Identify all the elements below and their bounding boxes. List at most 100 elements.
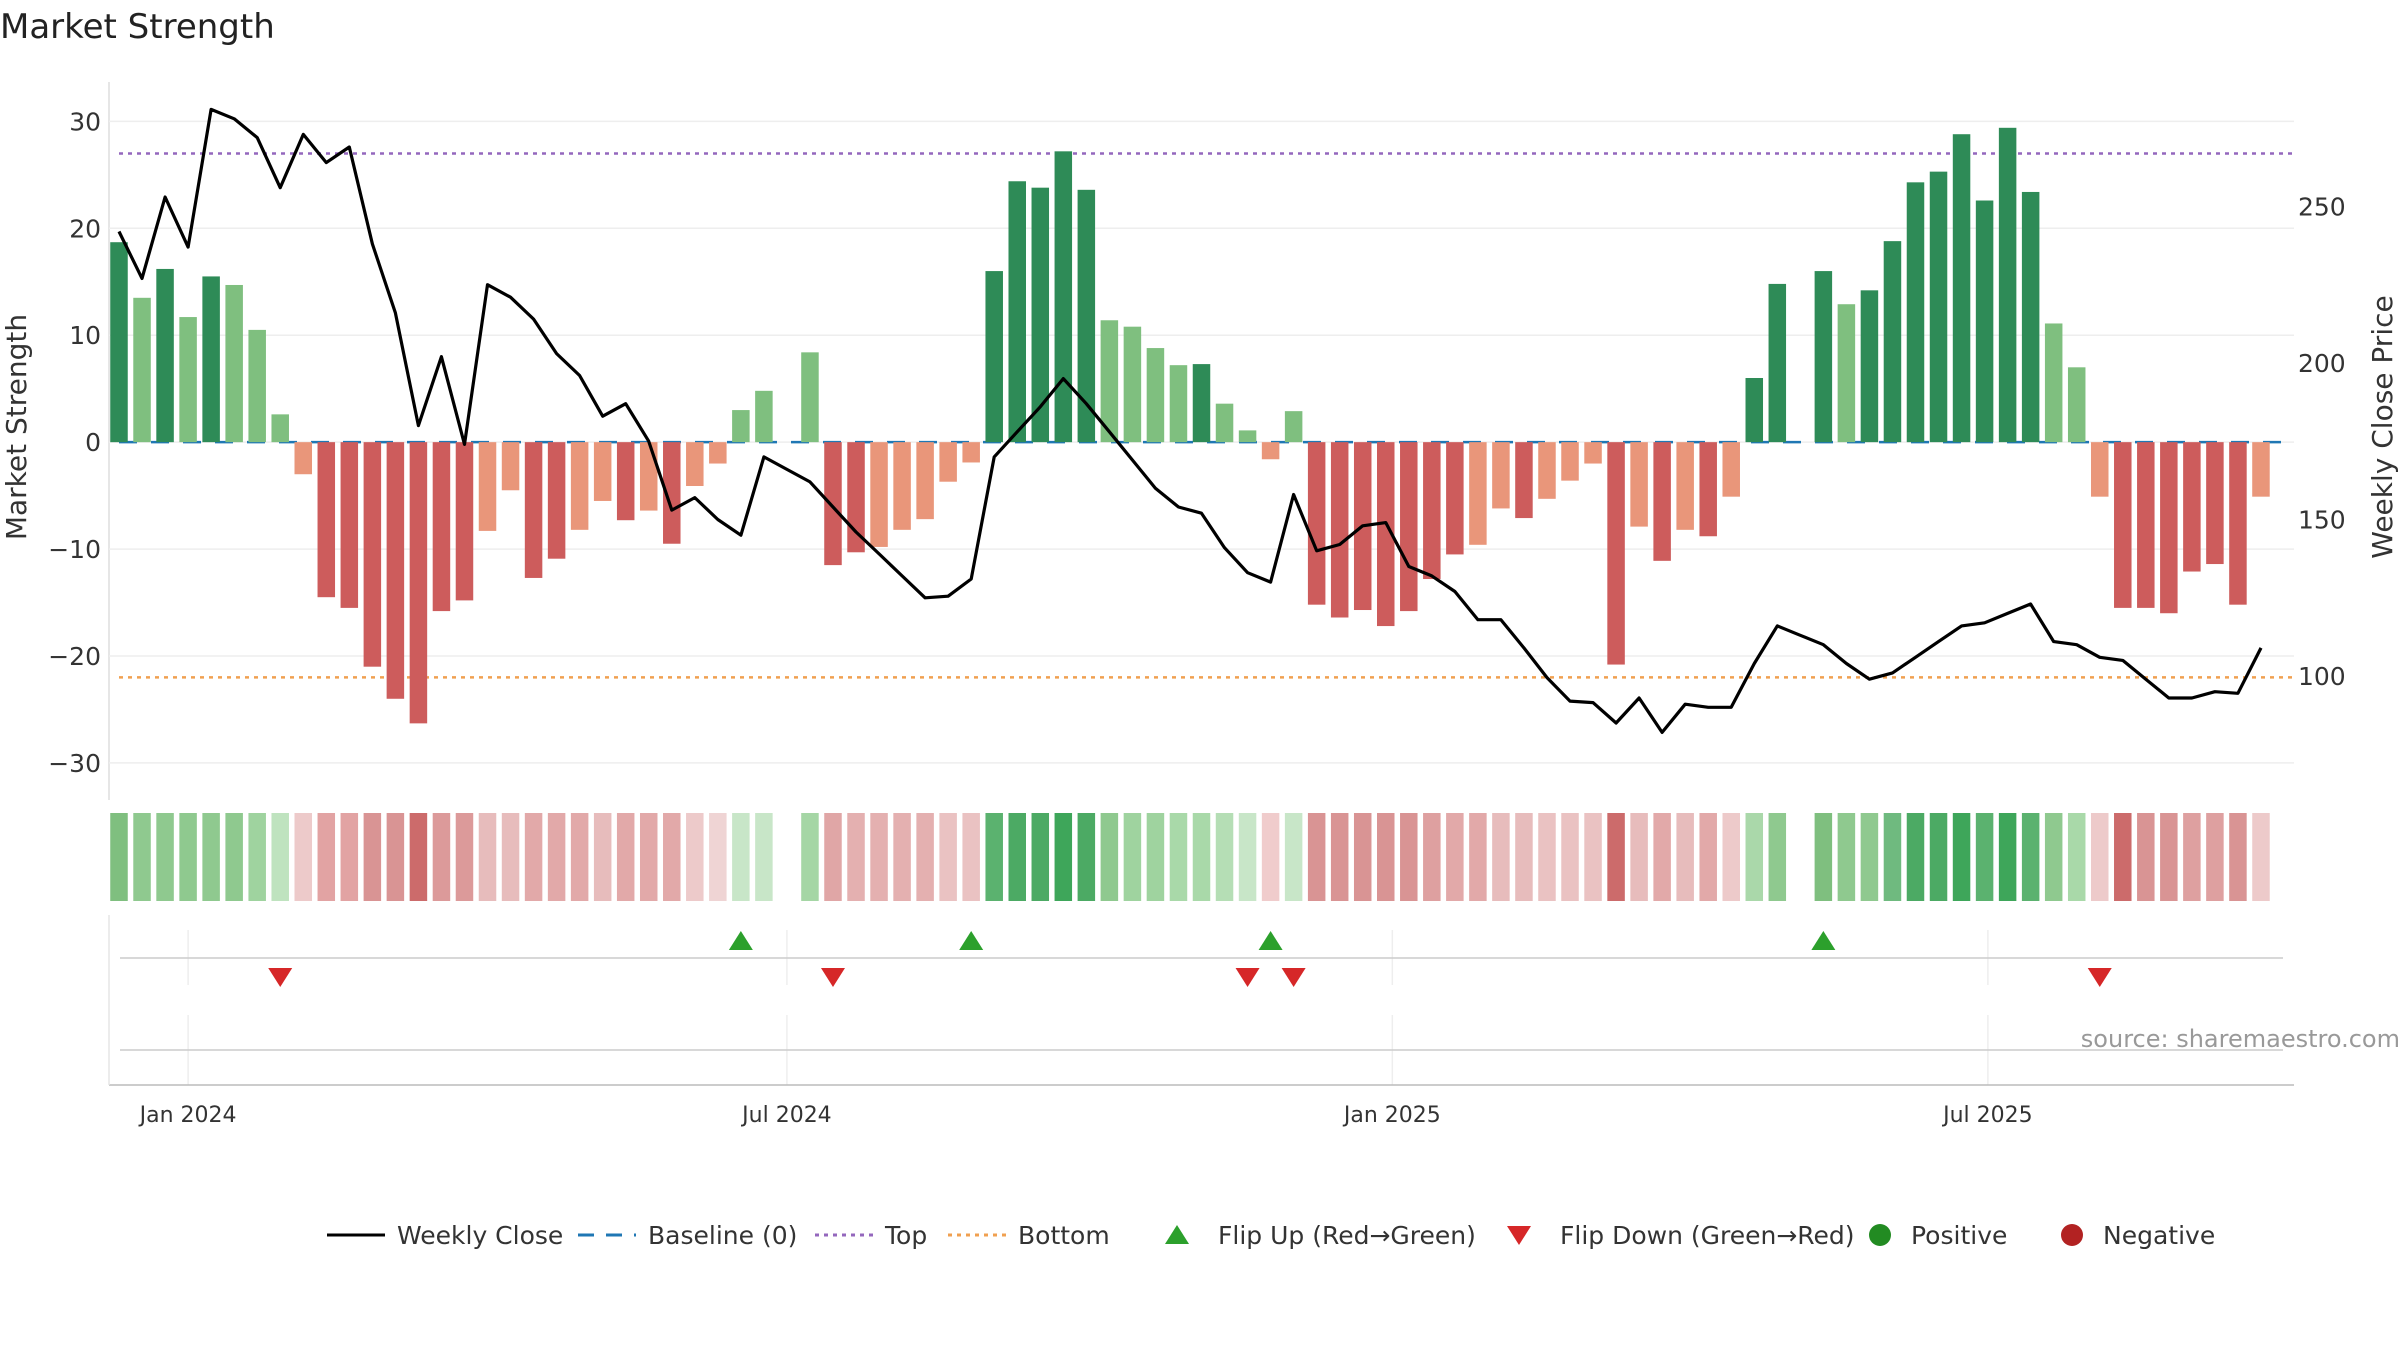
strength-bar bbox=[593, 442, 612, 501]
x-tick-label: Jul 2025 bbox=[1941, 1103, 2033, 1128]
strip-cell bbox=[202, 813, 220, 901]
strip-cell bbox=[1745, 813, 1764, 901]
y2-axis-label: Weekly Close Price bbox=[2366, 295, 2399, 558]
strength-bar bbox=[1469, 442, 1487, 545]
y-axis-right: 250 200 150 100 bbox=[2298, 192, 2346, 691]
strength-bar bbox=[824, 442, 842, 566]
strength-color-strip bbox=[110, 813, 2270, 901]
legend-label: Positive bbox=[1911, 1221, 2007, 1250]
strength-bar bbox=[616, 442, 635, 521]
legend-item-bottom: Bottom bbox=[948, 1221, 1110, 1250]
strip-cell bbox=[386, 813, 405, 901]
strength-bar bbox=[639, 442, 658, 511]
strip-cell bbox=[317, 813, 336, 901]
source-note: source: sharemaestro.com bbox=[2081, 1025, 2400, 1053]
strip-cell bbox=[294, 813, 313, 901]
strength-bar bbox=[2252, 442, 2270, 497]
strength-bar bbox=[2114, 442, 2132, 608]
flip-down-marker bbox=[1235, 968, 1260, 987]
strip-cell bbox=[570, 813, 589, 901]
strength-bar bbox=[1676, 442, 1694, 530]
strength-bar bbox=[1745, 378, 1764, 443]
flip-markers bbox=[268, 931, 2112, 987]
strip-cell bbox=[1192, 813, 1211, 901]
strength-bar bbox=[478, 442, 497, 531]
y-tick-label: −20 bbox=[48, 642, 101, 671]
strength-bar bbox=[1929, 171, 1948, 443]
strength-bar bbox=[709, 442, 727, 464]
strength-bar bbox=[2160, 442, 2178, 614]
lower-panels bbox=[108, 915, 2294, 1086]
strength-bar bbox=[1100, 320, 1119, 443]
strength-bar bbox=[501, 442, 520, 491]
strength-bar bbox=[547, 442, 566, 559]
strip-cell bbox=[1423, 813, 1441, 901]
legend-item-negative: Negative bbox=[2061, 1221, 2215, 1250]
strength-bar bbox=[1952, 134, 1971, 443]
strength-bar bbox=[1261, 442, 1280, 460]
legend-label: Weekly Close bbox=[397, 1221, 563, 1250]
strip-cell bbox=[893, 813, 911, 901]
strip-cell bbox=[432, 813, 451, 901]
legend-label: Bottom bbox=[1018, 1221, 1110, 1250]
strip-cell bbox=[732, 813, 750, 901]
strength-bar bbox=[1653, 442, 1671, 561]
strength-bar bbox=[271, 414, 289, 443]
strength-bar bbox=[1307, 442, 1326, 605]
flip-down-marker bbox=[268, 968, 293, 987]
y-tick-label: 20 bbox=[69, 214, 101, 243]
strip-cell bbox=[939, 813, 957, 901]
strip-cell bbox=[709, 813, 727, 901]
strip-cell bbox=[2160, 813, 2178, 901]
strip-cell bbox=[2114, 813, 2132, 901]
strip-cell bbox=[2206, 813, 2224, 901]
strength-bar bbox=[1330, 442, 1349, 618]
strip-cell bbox=[1353, 813, 1372, 901]
y-axis-label: Market Strength bbox=[0, 314, 33, 540]
strength-bar bbox=[1492, 442, 1510, 509]
strength-bar bbox=[1561, 442, 1579, 481]
strip-cell bbox=[962, 813, 980, 901]
strip-cell bbox=[1699, 813, 1717, 901]
strength-bar bbox=[1998, 127, 2017, 443]
strip-cell bbox=[985, 813, 1003, 901]
strength-bar bbox=[1423, 442, 1441, 580]
strip-cell bbox=[801, 813, 819, 901]
strip-cell bbox=[847, 813, 865, 901]
strip-cell bbox=[547, 813, 566, 901]
strength-bar bbox=[317, 442, 336, 598]
strip-cell bbox=[1215, 813, 1234, 901]
strength-bar bbox=[1146, 348, 1165, 443]
strength-bar bbox=[1123, 326, 1142, 443]
strength-bar bbox=[202, 276, 220, 443]
strip-cell bbox=[2183, 813, 2201, 901]
legend-item-top: Top bbox=[815, 1221, 927, 1250]
legend-label: Flip Down (Green→Red) bbox=[1560, 1221, 1855, 1250]
strip-cell bbox=[1906, 813, 1925, 901]
strip-cell bbox=[1515, 813, 1533, 901]
strip-cell bbox=[1860, 813, 1879, 901]
strip-cell bbox=[870, 813, 888, 901]
strength-bar bbox=[1630, 442, 1648, 527]
legend-label: Top bbox=[884, 1221, 927, 1250]
strength-bar bbox=[1768, 283, 1787, 443]
strip-cell bbox=[1653, 813, 1671, 901]
legend-item-close: Weekly Close bbox=[327, 1221, 563, 1250]
strip-cell bbox=[663, 813, 681, 901]
strip-cell bbox=[455, 813, 474, 901]
strength-bar bbox=[1077, 189, 1096, 443]
y2-tick-label: 200 bbox=[2298, 349, 2346, 378]
strength-bar bbox=[755, 390, 773, 443]
strength-bar bbox=[916, 442, 934, 520]
strength-bar bbox=[1814, 271, 1833, 443]
strip-cell bbox=[2137, 813, 2155, 901]
strength-bar bbox=[2021, 191, 2040, 443]
strength-bar bbox=[1883, 241, 1902, 443]
strength-bar bbox=[663, 442, 681, 544]
strip-cell bbox=[1676, 813, 1694, 901]
strip-cell bbox=[225, 813, 243, 901]
strip-cell bbox=[2021, 813, 2040, 901]
strip-cell bbox=[248, 813, 266, 901]
x-tick-label: Jan 2025 bbox=[1342, 1103, 1441, 1128]
